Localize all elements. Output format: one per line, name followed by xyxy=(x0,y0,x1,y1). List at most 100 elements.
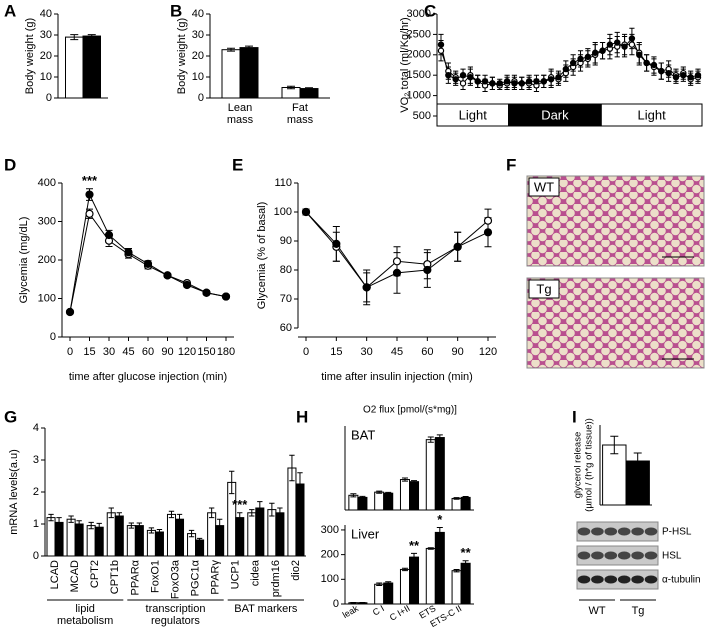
x-tick-label: 150 xyxy=(197,346,215,358)
error-bar xyxy=(436,526,443,538)
marker xyxy=(332,239,341,248)
bar xyxy=(425,439,436,511)
y-axis-label: glycerol release xyxy=(573,432,584,499)
marker xyxy=(202,288,211,297)
error-bar xyxy=(156,528,163,536)
y-tick-label: 2 xyxy=(33,486,39,498)
error-bar xyxy=(148,527,155,534)
error-bar xyxy=(385,581,392,585)
marker xyxy=(533,78,540,85)
bar xyxy=(383,582,394,605)
image-label: WT xyxy=(534,179,554,194)
bar xyxy=(357,496,368,511)
x-tick-label: CPT1b xyxy=(109,560,121,594)
blot-band xyxy=(577,551,591,560)
panel-label: F xyxy=(506,155,516,174)
y-tick-label: 100 xyxy=(321,573,339,585)
error-bar xyxy=(610,435,619,455)
error-bar xyxy=(462,496,469,499)
bar xyxy=(46,517,56,557)
y-axis-label: Glycemia (mg/dL) xyxy=(18,217,30,304)
bar xyxy=(195,539,205,557)
panel-label: C xyxy=(424,1,436,20)
marker xyxy=(525,78,533,85)
error-bar xyxy=(128,522,135,529)
group-label: lipid metabolism xyxy=(57,603,114,627)
marker xyxy=(621,43,628,50)
marker xyxy=(555,74,562,81)
phase-band xyxy=(600,103,703,127)
marker xyxy=(606,41,614,48)
x-tick-label: PGC1α xyxy=(189,559,201,596)
panel-label: I xyxy=(572,407,577,426)
marker xyxy=(636,51,643,59)
bar xyxy=(460,496,471,511)
error-bar xyxy=(168,510,175,519)
x-tick-label: C I+II xyxy=(388,603,412,623)
error-bar xyxy=(376,582,383,586)
marker xyxy=(85,190,94,199)
bar xyxy=(146,529,156,557)
bar xyxy=(66,518,76,557)
y-tick-label: 1 xyxy=(33,518,39,530)
error-bar xyxy=(48,513,54,522)
error-bar xyxy=(116,512,122,520)
error-bar xyxy=(188,529,195,538)
bar xyxy=(299,88,319,99)
x-tick-label: 90 xyxy=(452,346,464,358)
bar xyxy=(399,479,411,511)
bar xyxy=(239,47,259,99)
marker xyxy=(301,207,311,217)
blot-strip xyxy=(576,545,659,566)
blot-band xyxy=(644,551,658,560)
marker xyxy=(650,61,658,69)
bar xyxy=(425,547,436,605)
error-bar xyxy=(196,537,203,543)
y-tick-label: 300 xyxy=(321,524,339,536)
marker xyxy=(658,67,665,75)
x-axis-label: time after glucose injection (min) xyxy=(69,371,227,383)
error-bar xyxy=(462,560,469,567)
marker xyxy=(687,74,694,81)
error-bar xyxy=(257,501,263,515)
x-axis-label: time after insulin injection (min) xyxy=(321,371,473,383)
marker xyxy=(511,80,518,87)
blot-band xyxy=(577,575,591,584)
marker xyxy=(672,74,680,81)
annotation: *** xyxy=(82,173,98,188)
marker xyxy=(65,307,75,317)
y-tick-label: 20 xyxy=(40,50,52,62)
y-axis-label: VO₂ total (ml/Kg/hr) xyxy=(399,17,411,112)
x-tick-label: MCAD xyxy=(69,560,81,592)
x-tick-label: 15 xyxy=(83,346,95,358)
y-tick-label: 4 xyxy=(33,422,39,434)
error-bar xyxy=(216,518,223,533)
y-tick-label: 1000 xyxy=(407,90,431,102)
bar xyxy=(409,556,420,605)
x-tick-label: CPT2 xyxy=(89,560,101,588)
blot-band xyxy=(617,551,631,560)
error-bar xyxy=(56,517,62,528)
error-bar xyxy=(289,454,295,482)
y-tick-label: 20 xyxy=(192,50,204,62)
bar xyxy=(399,568,411,605)
y-tick-label: 100 xyxy=(38,292,56,304)
marker xyxy=(496,80,503,87)
marker xyxy=(437,41,445,48)
blot-strip xyxy=(576,569,659,590)
error-bar xyxy=(350,493,357,498)
x-tick-label: dio2 xyxy=(290,560,302,581)
marker xyxy=(628,41,636,48)
y-axis-label: (µmol / (h*g of tissue)) xyxy=(584,418,595,512)
error-bar xyxy=(136,522,143,529)
marker xyxy=(547,76,555,83)
x-tick-label: prdm16 xyxy=(270,560,282,597)
annotation: *** xyxy=(232,497,248,512)
y-tick-label: 80 xyxy=(280,264,292,276)
panel-label: H xyxy=(296,407,308,426)
x-tick-label: PPARα xyxy=(129,559,141,595)
y-tick-label: 3 xyxy=(33,454,39,466)
x-tick-label: C I xyxy=(371,603,386,617)
bar xyxy=(434,531,445,605)
